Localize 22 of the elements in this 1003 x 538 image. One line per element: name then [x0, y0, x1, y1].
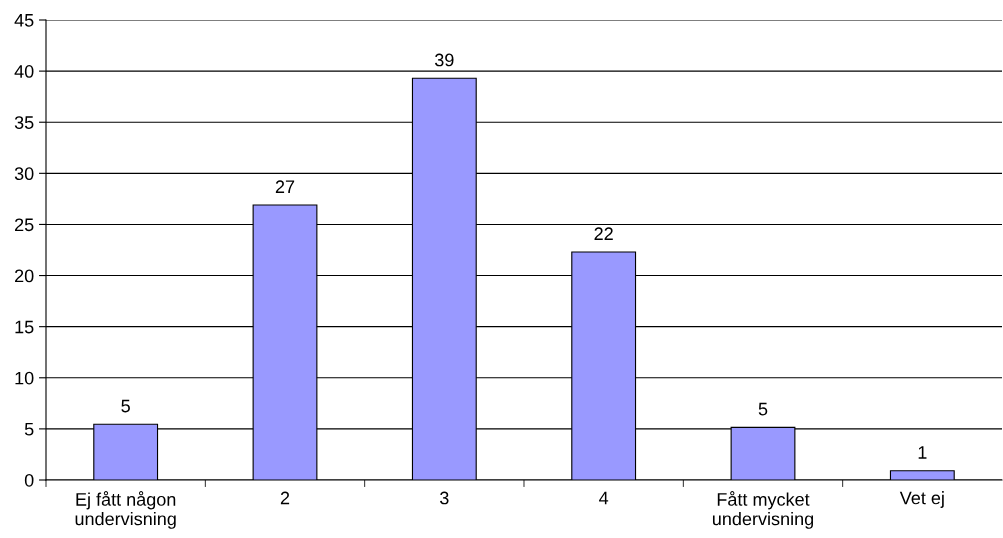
- x-tick-label: Fått mycket undervisning: [712, 491, 814, 529]
- data-label: 5: [121, 399, 130, 413]
- data-label: 1: [918, 446, 927, 459]
- y-tick-label: 35: [14, 116, 34, 129]
- y-tick-label: 30: [14, 167, 34, 181]
- data-label: 5: [758, 402, 768, 416]
- y-tick-label: 25: [15, 218, 34, 232]
- y-tick-label: 40: [14, 65, 34, 78]
- y-tick-label: 0: [24, 473, 34, 487]
- x-tick-label: Ej fått någon undervisning: [75, 491, 176, 529]
- y-tick-label: 5: [24, 423, 34, 436]
- y-tick-label: 15: [15, 320, 34, 334]
- data-label: 22: [594, 227, 613, 240]
- x-tick-label: 2: [280, 491, 290, 505]
- y-tick-label: 10: [15, 371, 34, 385]
- y-tick-label: 45: [14, 14, 34, 27]
- x-tick-label: 3: [440, 491, 449, 505]
- data-label: 39: [434, 53, 454, 67]
- data-label: 27: [275, 180, 295, 193]
- y-tick-label: 20: [15, 269, 34, 283]
- x-tick-label: Vet ej: [899, 491, 944, 508]
- x-tick-label: 4: [599, 491, 609, 505]
